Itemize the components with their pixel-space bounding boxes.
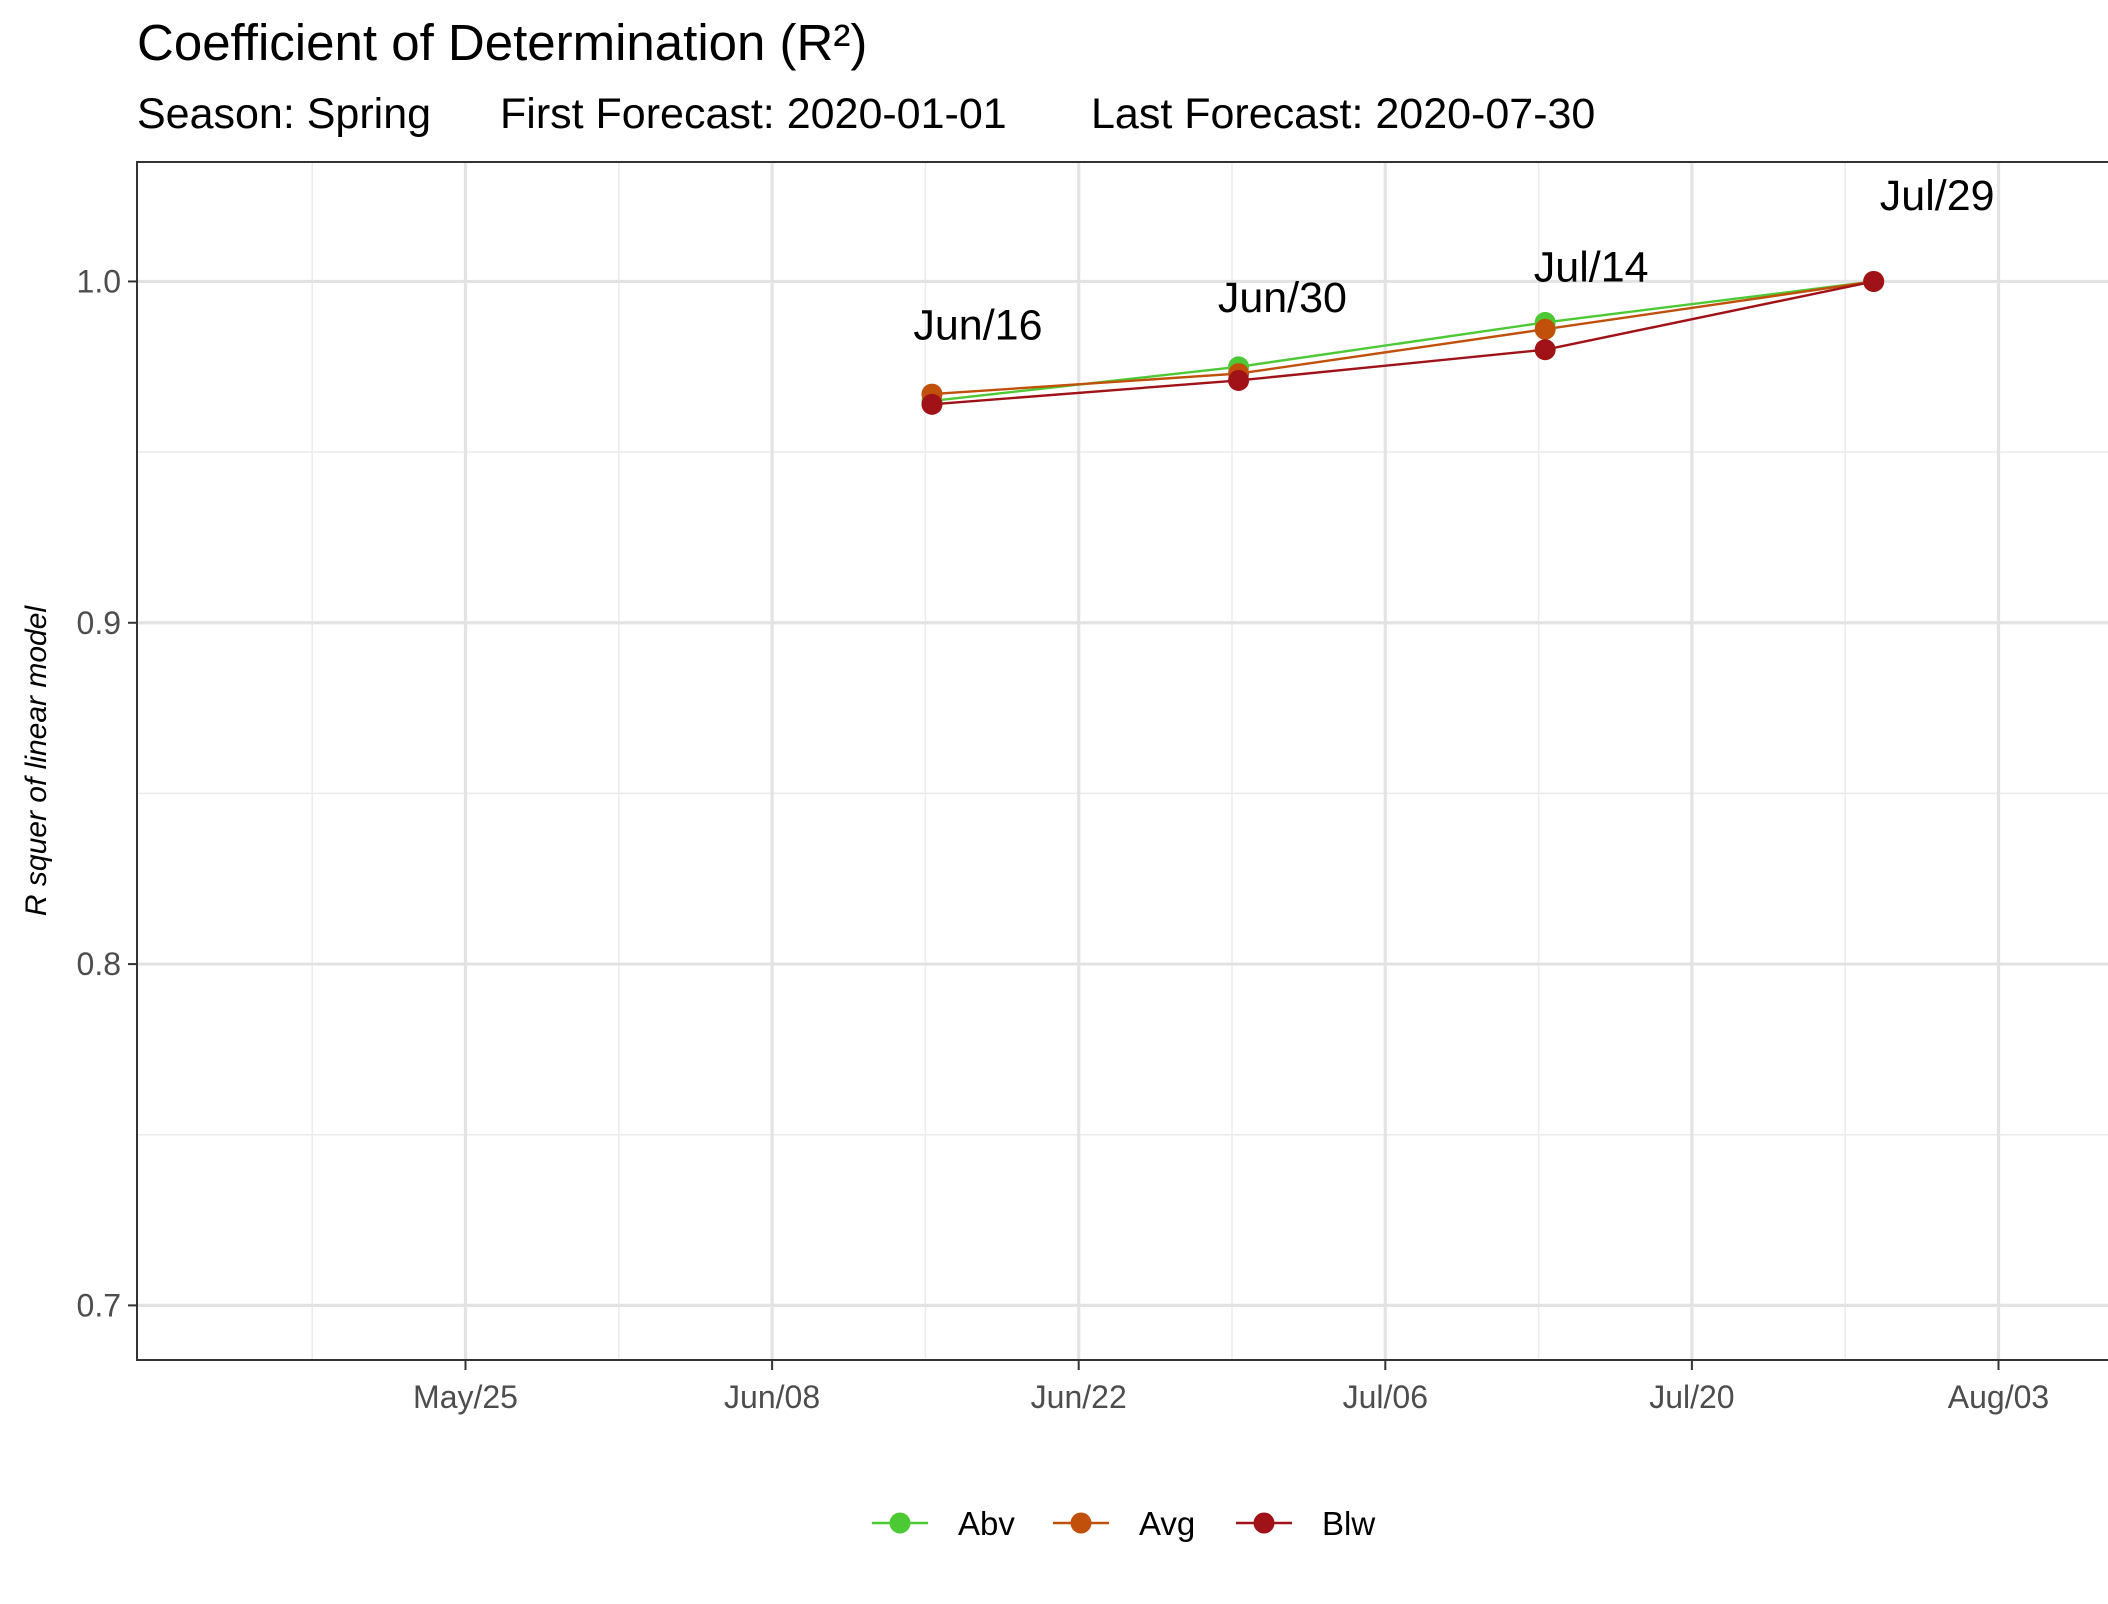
y-axis-label: R squer of linear model bbox=[20, 605, 53, 916]
plot-panel bbox=[137, 162, 2108, 1360]
x-tick-label: May/25 bbox=[413, 1379, 518, 1415]
grid bbox=[137, 162, 2108, 1360]
y-tick-label: 0.7 bbox=[77, 1287, 121, 1323]
data-point-blw bbox=[1534, 339, 1556, 361]
legend-key-point bbox=[1070, 1512, 1092, 1534]
point-annotation: Jun/30 bbox=[1218, 274, 1347, 322]
y-tick-label: 0.9 bbox=[77, 605, 121, 641]
point-annotation: Jul/14 bbox=[1534, 243, 1649, 291]
x-tick-label: Aug/03 bbox=[1948, 1379, 2049, 1415]
legend-key-point bbox=[889, 1512, 911, 1534]
chart-subtitle: Season: Spring First Forecast: 2020-01-0… bbox=[137, 90, 1595, 138]
subtitle-last-forecast: Last Forecast: 2020-07-30 bbox=[1091, 90, 1595, 138]
x-tick-label: Jun/08 bbox=[724, 1379, 820, 1415]
series-line-avg bbox=[931, 280, 1874, 396]
data-point-avg bbox=[1534, 318, 1556, 340]
legend: Abv Avg Blw bbox=[872, 1505, 1375, 1542]
data-point-blw bbox=[1863, 270, 1885, 292]
data-point-blw bbox=[921, 393, 943, 415]
y-tick-label: 1.0 bbox=[77, 263, 121, 299]
point-annotation: Jun/16 bbox=[913, 301, 1042, 349]
panel-border bbox=[136, 161, 2108, 1361]
subtitle-season: Season: Spring bbox=[137, 90, 431, 138]
subtitle-first-forecast: First Forecast: 2020-01-01 bbox=[500, 90, 1007, 138]
x-tick-label: Jul/06 bbox=[1343, 1379, 1428, 1415]
series bbox=[921, 270, 1885, 415]
series-line-blw bbox=[931, 280, 1874, 406]
annotations: Jun/16 Jun/30 Jul/14 Jul/29 bbox=[913, 172, 1994, 350]
axes: 0.7 0.8 0.9 1.0 May/25 Jun/08 Jun/22 Jul/06 Jul/… bbox=[77, 161, 2108, 1415]
data-point-blw bbox=[1228, 369, 1250, 391]
legend-label: Avg bbox=[1139, 1505, 1195, 1542]
point-annotation: Jul/29 bbox=[1880, 172, 1995, 220]
y-tick-label: 0.8 bbox=[77, 946, 121, 982]
x-tick-label: Jun/22 bbox=[1031, 1379, 1127, 1415]
legend-label: Blw bbox=[1322, 1505, 1375, 1542]
x-tick-label: Jul/20 bbox=[1649, 1379, 1734, 1415]
legend-key-point bbox=[1253, 1512, 1275, 1534]
chart-title: Coefficient of Determination (R²) bbox=[137, 14, 867, 71]
legend-label: Abv bbox=[958, 1505, 1015, 1542]
